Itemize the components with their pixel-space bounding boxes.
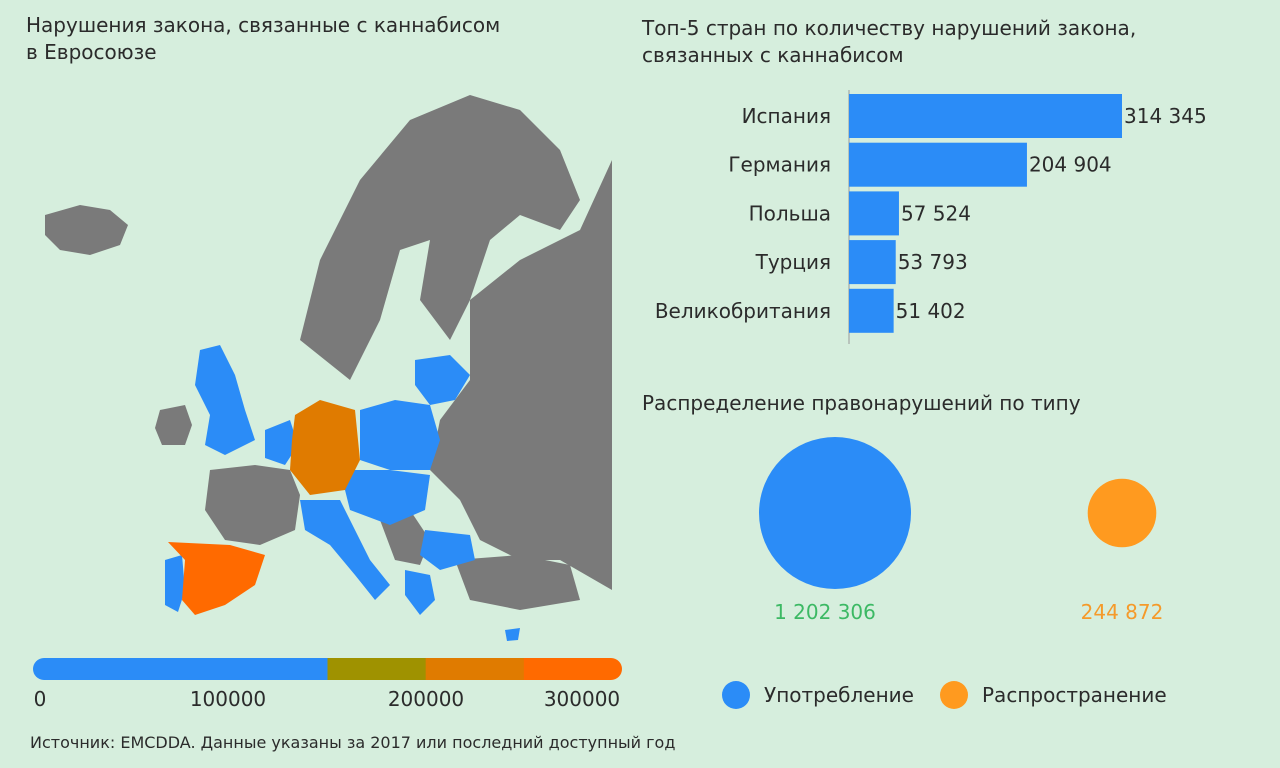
bar-category-label: Польша bbox=[749, 201, 831, 225]
map-region-east bbox=[430, 160, 612, 590]
bar bbox=[849, 288, 894, 333]
map-region-poland bbox=[360, 400, 440, 470]
bar-category-label: Турция bbox=[755, 250, 831, 274]
scale-segment bbox=[523, 658, 622, 680]
bar-category-label: Германия bbox=[728, 153, 831, 177]
legend-distribution: Распространение bbox=[940, 681, 1167, 709]
scale-tick-label: 100000 bbox=[190, 687, 266, 711]
bubble-chart: 1 202 306 244 872 bbox=[759, 437, 1164, 624]
legend-consumption: Употребление bbox=[722, 681, 914, 709]
scale-segment bbox=[33, 658, 328, 680]
map-region-ireland bbox=[155, 405, 192, 445]
bar-value-label: 51 402 bbox=[896, 299, 966, 323]
bubble bbox=[759, 437, 911, 589]
map-region-turkey bbox=[455, 555, 580, 610]
map-region-baltics bbox=[415, 355, 470, 405]
map-region-france bbox=[205, 465, 300, 545]
map-region-benelux bbox=[265, 420, 298, 465]
scale-segment bbox=[425, 658, 525, 680]
bar bbox=[849, 240, 896, 285]
scale-tick-label: 0 bbox=[34, 687, 47, 711]
map-region-romania-bulgaria bbox=[420, 530, 475, 570]
bar-category-label: Испания bbox=[742, 104, 831, 128]
map-region-scandinavia bbox=[300, 95, 580, 380]
bubble-value-label: 244 872 bbox=[1081, 600, 1164, 624]
map-region-italy bbox=[300, 500, 390, 600]
map-region-cyprus bbox=[505, 628, 520, 641]
legend-distribution-swatch bbox=[940, 681, 968, 709]
bar bbox=[849, 94, 1122, 138]
bar-chart-title: Топ-5 стран по количеству нарушений зако… bbox=[642, 16, 1137, 67]
map-region-iceland bbox=[45, 205, 128, 255]
color-scale: 0 100000 200000 300000 bbox=[33, 658, 622, 711]
bar bbox=[849, 142, 1027, 187]
bubble-chart-title: Распределение правонарушений по типу bbox=[642, 391, 1081, 415]
bubble bbox=[1087, 478, 1157, 548]
bar-value-label: 53 793 bbox=[898, 250, 968, 274]
bar-category-label: Великобритания bbox=[655, 299, 831, 323]
bar-value-label: 314 345 bbox=[1124, 104, 1207, 128]
map-region-portugal bbox=[165, 555, 185, 612]
map-region-germany bbox=[290, 400, 360, 495]
map-title: Нарушения закона, связанные с каннабисом… bbox=[26, 13, 501, 64]
scale-tick-label: 200000 bbox=[388, 687, 464, 711]
map-region-spain bbox=[168, 542, 265, 615]
bubble-value-label: 1 202 306 bbox=[774, 600, 876, 624]
bar-value-label: 57 524 bbox=[901, 201, 971, 225]
europe-map bbox=[45, 95, 612, 641]
map-region-central bbox=[340, 470, 430, 525]
legend-consumption-label: Употребление bbox=[764, 683, 914, 707]
legend-consumption-swatch bbox=[722, 681, 750, 709]
bar-chart: Испания 314 345 Германия 204 904 Польша 57 52… bbox=[655, 90, 1207, 344]
map-region-uk bbox=[195, 345, 255, 455]
map-region-greece bbox=[405, 570, 435, 615]
scale-segment bbox=[327, 658, 427, 680]
scale-tick-label: 300000 bbox=[544, 687, 620, 711]
bar-value-label: 204 904 bbox=[1029, 153, 1112, 177]
bar bbox=[849, 191, 899, 236]
source-note: Источник: EMCDDA. Данные указаны за 2017… bbox=[30, 733, 676, 752]
legend-distribution-label: Распространение bbox=[982, 683, 1167, 707]
